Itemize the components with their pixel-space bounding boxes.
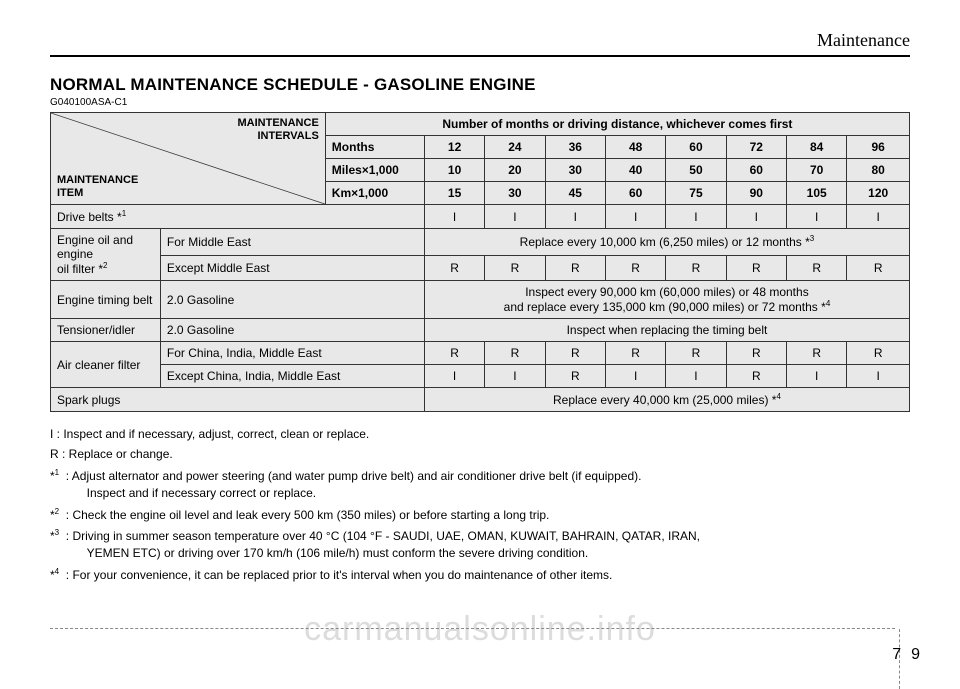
- diagonal-header: MAINTENANCEINTERVALS MAINTENANCEITEM: [51, 113, 326, 205]
- timing-belt-text: Inspect every 90,000 km (60,000 miles) o…: [424, 281, 909, 319]
- note-4: *4 : For your convenience, it can be rep…: [50, 566, 910, 584]
- engine-oil-text-1: Replace every 10,000 km (6,250 miles) or…: [424, 229, 909, 256]
- intervals-header: Number of months or driving distance, wh…: [325, 113, 909, 136]
- tensioner-text: Inspect when replacing the timing belt: [424, 319, 909, 342]
- unit-label: Km×1,000: [325, 182, 424, 205]
- row-engine-oil-2: Except Middle EastRRRRRRRR: [51, 255, 910, 280]
- doc-code: G040100ASA-C1: [50, 97, 910, 108]
- row-timing-belt: Engine timing belt2.0 GasolineInspect ev…: [51, 281, 910, 319]
- unit-val: 40: [605, 159, 665, 182]
- footnotes: I : Inspect and if necessary, adjust, co…: [50, 426, 910, 584]
- unit-val: 60: [666, 136, 726, 159]
- unit-val: 120: [847, 182, 910, 205]
- row-drive-belts: Drive belts *1IIIIIIII: [51, 205, 910, 229]
- unit-val: 96: [847, 136, 910, 159]
- unit-val: 24: [485, 136, 545, 159]
- unit-val: 84: [786, 136, 846, 159]
- unit-label: Months: [325, 136, 424, 159]
- page-number: 7 9: [892, 646, 920, 664]
- note-3: *3 : Driving in summer season temperatur…: [50, 527, 910, 563]
- unit-val: 36: [545, 136, 605, 159]
- engine-oil-label: Engine oil and engine oil filter *2: [51, 229, 161, 281]
- air-cleaner-label: Air cleaner filter: [51, 342, 161, 388]
- unit-val: 75: [666, 182, 726, 205]
- note-i: I : Inspect and if necessary, adjust, co…: [50, 426, 910, 443]
- row-air-cleaner-1: Air cleaner filterFor China, India, Midd…: [51, 342, 910, 365]
- unit-label: Miles×1,000: [325, 159, 424, 182]
- watermark: carmanualsonline.info: [0, 610, 960, 649]
- drive-belts-label: Drive belts *1: [51, 205, 425, 229]
- section-header: Maintenance: [50, 30, 910, 57]
- note-1: *1 : Adjust alternator and power steerin…: [50, 467, 910, 503]
- unit-val: 105: [786, 182, 846, 205]
- unit-val: 30: [545, 159, 605, 182]
- unit-val: 90: [726, 182, 786, 205]
- row-spark-plugs: Spark plugsReplace every 40,000 km (25,0…: [51, 388, 910, 412]
- page-num-val: 9: [911, 646, 920, 664]
- chapter-num: 7: [892, 646, 901, 664]
- page-title: NORMAL MAINTENANCE SCHEDULE - GASOLINE E…: [50, 75, 910, 95]
- unit-val: 30: [485, 182, 545, 205]
- maintenance-table: MAINTENANCEINTERVALS MAINTENANCEITEMNumb…: [50, 112, 910, 412]
- note-2: *2 : Check the engine oil level and leak…: [50, 506, 910, 524]
- spark-plugs-text: Replace every 40,000 km (25,000 miles) *…: [424, 388, 909, 412]
- unit-val: 72: [726, 136, 786, 159]
- unit-val: 15: [424, 182, 484, 205]
- unit-val: 10: [424, 159, 484, 182]
- note-r: R : Replace or change.: [50, 446, 910, 463]
- engine-oil-variant-1: For Middle East: [160, 229, 424, 256]
- unit-val: 50: [666, 159, 726, 182]
- unit-val: 20: [485, 159, 545, 182]
- unit-val: 45: [545, 182, 605, 205]
- unit-val: 80: [847, 159, 910, 182]
- unit-val: 70: [786, 159, 846, 182]
- unit-val: 12: [424, 136, 484, 159]
- footer-dashed-line: [50, 628, 895, 629]
- engine-oil-variant-2: Except Middle East: [160, 255, 424, 280]
- row-air-cleaner-2: Except China, India, Middle EastIIRIIRII: [51, 365, 910, 388]
- unit-val: 60: [726, 159, 786, 182]
- row-tensioner: Tensioner/idler2.0 GasolineInspect when …: [51, 319, 910, 342]
- unit-val: 60: [605, 182, 665, 205]
- row-engine-oil-1: Engine oil and engine oil filter *2For M…: [51, 229, 910, 256]
- unit-val: 48: [605, 136, 665, 159]
